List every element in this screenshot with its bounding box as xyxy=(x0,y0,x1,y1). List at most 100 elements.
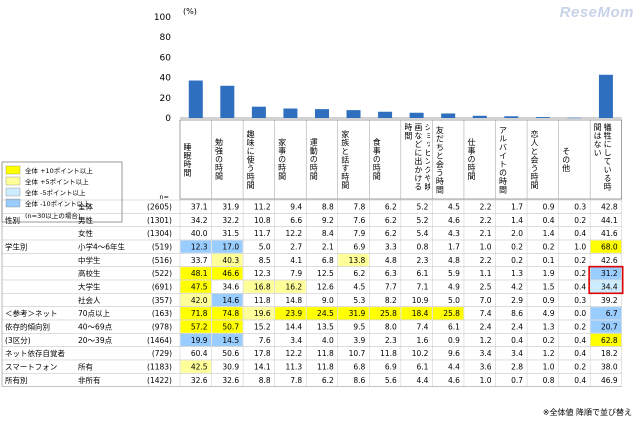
table-cell: 74.8 xyxy=(222,309,239,318)
category-label-box: 家族と話す時間 xyxy=(340,129,350,190)
table-cell: 11.8 xyxy=(317,349,334,358)
category-label: 趣味に使う時間 xyxy=(246,129,256,190)
table-cell: 2.2 xyxy=(480,216,492,225)
legend-item: 全体 +10ポイント以上 xyxy=(25,166,93,175)
table-cell: 8.6 xyxy=(511,309,523,318)
table-cell: 6.1 xyxy=(448,322,460,331)
table-cell: 10.2 xyxy=(412,349,429,358)
table-cell: 0.2 xyxy=(574,256,586,265)
table-cell: 0.8 xyxy=(416,242,428,251)
y-tick-label: 100 xyxy=(154,13,171,23)
table-cell: 4.8 xyxy=(385,256,397,265)
category-label: 家族と話す時間 xyxy=(340,129,350,190)
bar xyxy=(504,116,519,118)
table-cell: 7.8 xyxy=(353,203,365,212)
table-row-label: 70点以上 xyxy=(78,309,111,318)
table-cell-highlight xyxy=(212,307,243,320)
table-cell: 0.3 xyxy=(574,203,586,212)
table-cell: 4.5 xyxy=(448,203,460,212)
table-cell: 32.6 xyxy=(222,376,239,385)
table-cell: 18.2 xyxy=(601,349,618,358)
table-cell: 7.7 xyxy=(385,282,397,291)
table-cell: 1.0 xyxy=(480,376,492,385)
table-cell: 71.8 xyxy=(191,309,208,318)
table-cell: 12.5 xyxy=(317,269,334,278)
table-cell: 12.3 xyxy=(254,269,271,278)
bar xyxy=(409,112,424,118)
category-label: 友だちと会う時間 xyxy=(435,125,445,194)
category-label-box: 家事の時間 xyxy=(278,138,287,181)
table-cell: 0.4 xyxy=(574,282,586,291)
table-group-label: 所有別 xyxy=(5,375,28,385)
table-row-label: 女性 xyxy=(78,228,93,238)
table-cell: 12.2 xyxy=(285,229,302,238)
legend-swatch xyxy=(5,187,21,197)
table-cell: 3.9 xyxy=(353,336,365,345)
category-label: 恋人と会う時間 xyxy=(530,129,540,190)
table-cell-highlight xyxy=(212,240,243,253)
table-cell: 0.4 xyxy=(543,216,555,225)
table-cell: 7.6 xyxy=(259,336,271,345)
table-cell-highlight xyxy=(590,240,622,253)
table-row-label: 所有 xyxy=(78,361,93,371)
table-cell: 7.1 xyxy=(416,282,428,291)
n-label: n= xyxy=(159,193,169,201)
table-cell: 32.2 xyxy=(222,216,239,225)
table-cell-highlight xyxy=(590,333,622,347)
table-cell: 1.1 xyxy=(480,269,492,278)
table-cell: 1.3 xyxy=(543,322,555,331)
table-cell-highlight xyxy=(590,307,622,320)
table-cell: 2.4 xyxy=(511,322,523,331)
table-cell: 2.5 xyxy=(480,282,492,291)
table-n-value: (1422) xyxy=(147,376,172,385)
table-cell: 4.9 xyxy=(448,282,460,291)
table-cell: 3.4 xyxy=(511,349,523,358)
table-cell: 4.2 xyxy=(511,282,523,291)
table-cell: 3.4 xyxy=(290,336,302,345)
table-n-value: (1301) xyxy=(147,216,172,225)
bar xyxy=(188,80,203,118)
table-cell: 2.7 xyxy=(290,242,302,251)
table-group-label: スマートフォン xyxy=(5,362,57,371)
table-cell: 0.9 xyxy=(543,203,555,212)
table-cell-highlight xyxy=(180,320,212,333)
table-cell: 33.7 xyxy=(191,256,208,265)
category-label-box: 仕事の時間 xyxy=(467,138,476,181)
table-cell: 9.2 xyxy=(322,216,334,225)
table-cell: 31.9 xyxy=(222,203,239,212)
table-group-label: (3区分) xyxy=(5,336,31,345)
table-cell: 3.4 xyxy=(480,349,492,358)
table-cell: 2.3 xyxy=(416,256,428,265)
category-label-box: 趣味に使う時間 xyxy=(246,129,256,190)
table-cell: 9.0 xyxy=(322,296,334,305)
table-cell: 0.4 xyxy=(574,349,586,358)
table-cell: 4.4 xyxy=(448,362,460,371)
bar xyxy=(378,111,393,118)
table-cell: 44.1 xyxy=(601,216,618,225)
table-cell-highlight xyxy=(432,307,464,320)
table-cell: 60.4 xyxy=(191,349,208,358)
table-cell: 7.4 xyxy=(416,322,428,331)
table-cell: 3.3 xyxy=(385,242,397,251)
table-cell: 1.3 xyxy=(511,269,523,278)
table-cell: 0.8 xyxy=(543,376,555,385)
table-n-value: (1464) xyxy=(147,336,172,345)
table-cell: 48.1 xyxy=(191,269,208,278)
table-cell: 2.0 xyxy=(511,229,523,238)
table-cell-highlight xyxy=(180,280,212,293)
table-n-value: (1304) xyxy=(147,229,172,238)
table-cell-highlight xyxy=(338,307,369,320)
watermark: ReseMom xyxy=(559,4,634,21)
table-cell: 7.9 xyxy=(353,229,365,238)
y-tick-label: 20 xyxy=(160,94,172,104)
category-label: アルバイトの時間 xyxy=(498,125,508,194)
table-cell: 4.8 xyxy=(448,256,460,265)
table-cell: 0.2 xyxy=(511,242,523,251)
table-cell-highlight xyxy=(243,280,275,293)
table-cell: 46.9 xyxy=(601,376,618,385)
category-label-box: 食事の時間 xyxy=(372,138,381,181)
table-cell: 2.1 xyxy=(480,229,492,238)
category-label-box: その他 xyxy=(562,147,571,173)
table-cell: 1.0 xyxy=(543,362,555,371)
